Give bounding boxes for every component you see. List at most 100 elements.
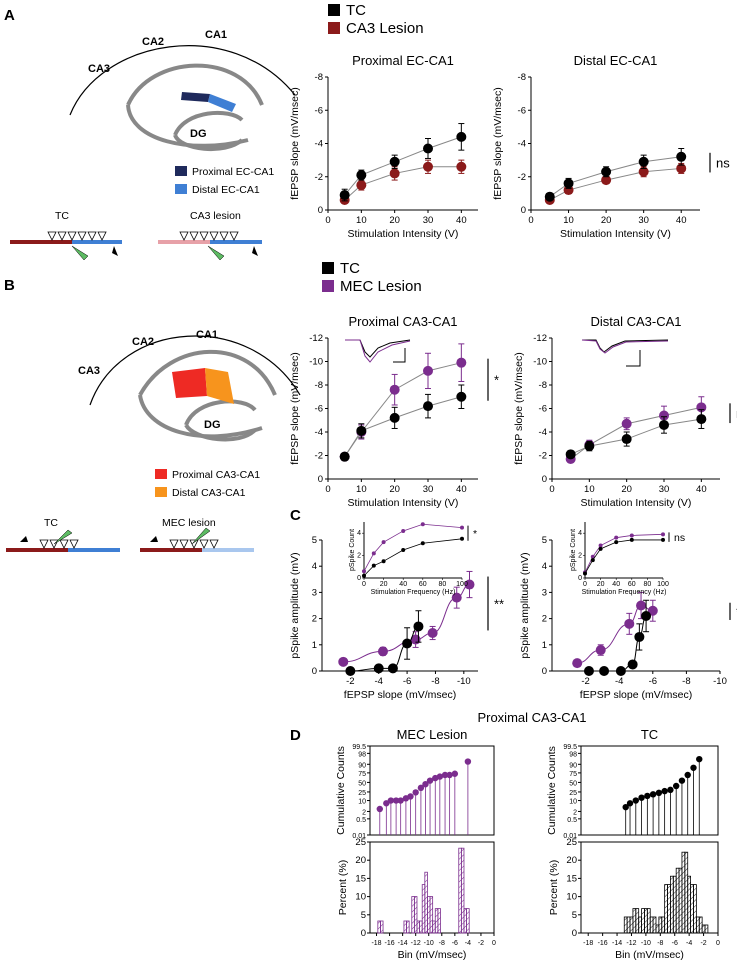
hist-x-tick-label: -8 (657, 940, 663, 947)
pct-y-tick-label: 15 (566, 873, 577, 884)
data-point-tc (641, 610, 652, 621)
cum-data-point (655, 789, 663, 797)
hist-x-tick-label: -4 (465, 940, 471, 947)
y-tick-label: -6 (315, 105, 323, 116)
x-tick-label: 0 (549, 484, 554, 495)
histogram-bar (670, 875, 674, 934)
data-point-ca3-lesion (638, 166, 649, 177)
x-tick-label: -6 (403, 676, 411, 687)
y-tick-label: -10 (533, 357, 547, 368)
electrode-b1 (53, 529, 73, 545)
hist-x-tick-label: -6 (452, 940, 458, 947)
inset-data-point (590, 558, 595, 563)
cum-y-tick-label: 90 (358, 762, 366, 769)
data-point-tc (615, 666, 626, 676)
ca-arc-a (126, 63, 264, 106)
label-dg-a: DG (190, 128, 207, 140)
y-tick-label: 2 (312, 614, 317, 625)
data-point-tc (583, 666, 594, 676)
histogram-bar (429, 896, 434, 934)
legend-label-distal-ec: Distal EC-CA1 (192, 184, 260, 196)
cum-data-point (397, 797, 404, 804)
legend-swatch-lesion-b (322, 280, 334, 292)
inset-data-point (362, 569, 366, 574)
inset-data-point (614, 540, 619, 545)
schematic-label-tc-b: TC (44, 517, 58, 529)
chart-c-distal: -2 -4 -6 -8 -10 0 1 2 3 4 5 fEPSP slope (mV/msec) pS… (519, 522, 737, 701)
y-tick-label: -2 (315, 451, 323, 462)
stim-b2 (150, 536, 158, 542)
chart-a-proximal: 0 10 20 30 40 0 -2 -4 -6 -8 Proximal EC-CA1 Stimula… (289, 53, 478, 240)
y-tick-label: -4 (539, 427, 547, 438)
histogram-bar (638, 916, 642, 934)
electrode-a2 (207, 245, 225, 261)
inset-data-point (381, 540, 386, 545)
inset-data-point (614, 535, 619, 540)
histogram-bar (644, 908, 648, 934)
x-tick-label: 40 (456, 215, 467, 226)
inset-significance-label: * (473, 528, 477, 540)
inset-x-tick-label: 60 (419, 581, 427, 588)
histogram-bar (655, 924, 660, 934)
y-tick-label: 3 (542, 587, 547, 598)
data-point-ca3-lesion (389, 168, 400, 179)
x-tick-label: 10 (563, 215, 574, 226)
histogram-bar (672, 875, 677, 934)
chart-b-proximal: 0 10 20 30 40 0 -2 -4 -6 -8 -10 -12 Proximal CA3-CA1… (289, 314, 499, 509)
y-tick-label: 5 (542, 535, 547, 546)
cum-y-tick-label: 0.01 (563, 833, 577, 840)
cum-y-axis-label: Cumulative Counts (335, 746, 347, 835)
inset-series-line (363, 538, 463, 577)
cum-data-point (387, 797, 395, 804)
hist-x-tick-label: 0 (716, 940, 720, 947)
inset-x-label: Stimulation Frequency (Hz) (371, 589, 456, 596)
data-point-tc (627, 659, 638, 670)
data-point-tc (423, 143, 433, 154)
histogram-title: MEC Lesion (397, 727, 468, 742)
data-point-mec-lesion (451, 592, 462, 603)
cum-y-tick-label: 50 (569, 780, 577, 787)
cum-data-point (678, 777, 686, 784)
x-tick-label: 10 (584, 484, 595, 495)
data-point-mec-lesion (338, 656, 349, 667)
y-tick-label: -6 (518, 105, 526, 116)
hippocampus-diagram-a: CA3 CA2 CA1 DG (69, 29, 296, 152)
inset-data-point (460, 525, 464, 530)
cum-data-point (417, 784, 425, 792)
label-ca1-b: CA1 (196, 329, 218, 341)
outer-arc-a (69, 45, 296, 116)
y-tick-label: 5 (312, 535, 317, 546)
y-tick-label: -8 (539, 380, 547, 391)
y-tick-label: -10 (309, 357, 323, 368)
pct-y-tick-label: 20 (355, 855, 366, 866)
data-point-mec-lesion (624, 618, 635, 629)
cum-data-point (644, 792, 651, 800)
legend-label-distal-ca3: Distal CA3-CA1 (172, 487, 246, 499)
series-line-mec-lesion (344, 362, 462, 457)
legend-swatch-tc-a (328, 4, 340, 16)
electrode-b2 (191, 527, 211, 545)
schematic-lesion-b: MEC lesion (140, 517, 254, 552)
series-line-mec-lesion (343, 584, 470, 663)
y-tick-label: -12 (309, 333, 323, 344)
x-axis-label: Stimulation Intensity (V) (560, 228, 671, 240)
histogram-bar (687, 875, 691, 934)
data-point-mec-lesion (636, 600, 647, 611)
y-axis-label: pSpike amplitude (mV) (289, 552, 301, 658)
chart-title: Proximal CA3-CA1 (348, 314, 457, 329)
x-tick-label: -2 (346, 676, 354, 687)
cum-y-tick-label: 2 (573, 809, 577, 816)
y-axis-label: fEPSP slope (mV/msec) (492, 87, 504, 199)
x-axis-label: Stimulation Intensity (V) (581, 497, 692, 509)
x-tick-label: 20 (621, 484, 632, 495)
hist-x-tick-label: -4 (686, 940, 692, 947)
outer-arc-b (89, 335, 301, 406)
x-tick-label: -4 (375, 676, 383, 687)
inset-series-line (584, 539, 663, 574)
x-tick-label: 30 (659, 484, 670, 495)
pct-y-tick-label: 10 (566, 892, 577, 903)
inset-data-point (583, 571, 587, 576)
cum-y-tick-label: 90 (569, 762, 577, 769)
label-ca2-b: CA2 (132, 336, 154, 348)
